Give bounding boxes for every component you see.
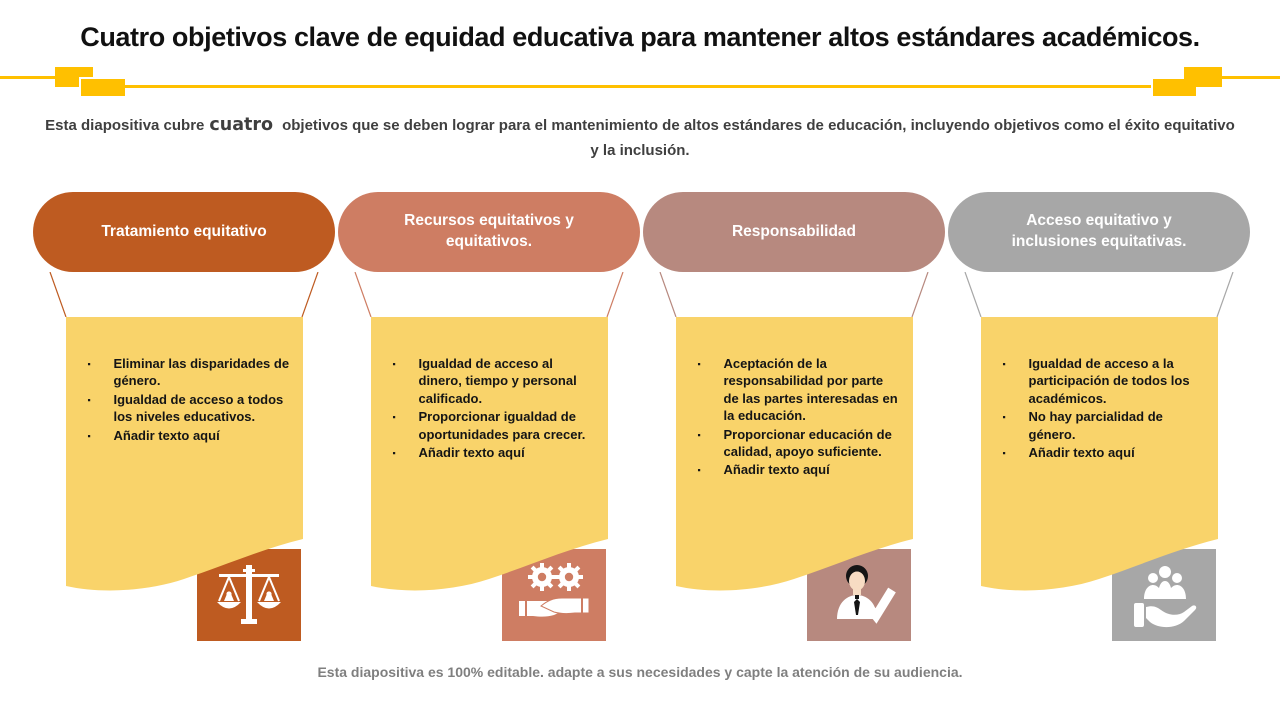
divider-ornament-left-front: [79, 77, 127, 98]
card-body: ▪ Igualdad de acceso a la participación d…: [980, 317, 1218, 539]
card-body: ▪ Igualdad de acceso al dinero, tiempo y …: [370, 317, 608, 539]
column-acceso-equitativo: Acceso equitativo y inclusiones equitati…: [948, 192, 1250, 641]
bullet-square-icon: ▪: [697, 359, 701, 369]
person-checkmark-icon: [836, 565, 896, 624]
divider-line-main: [125, 85, 1153, 88]
icon-tile: [806, 549, 911, 641]
subtitle-text-part2: objetivos que se deben lograr para el ma…: [282, 117, 1235, 160]
column-responsabilidad: Responsabilidad ▪ Aceptación de la respon…: [643, 192, 945, 641]
bullet-text: Añadir texto aquí: [418, 445, 525, 461]
bullet-text: Igualdad de acceso a todos los niveles e…: [113, 391, 284, 425]
bullet-item: ▪ Proporcionar educación de calidad, apoy…: [696, 426, 901, 461]
column-header-pill: Recursos equitativos y equitativos.: [338, 192, 640, 272]
column-tratamiento-equitativo: Tratamiento equitativo ▪ Eliminar las dis…: [33, 192, 335, 641]
bullet-square-icon: ▪: [697, 429, 701, 440]
bullet-square-icon: ▪: [1002, 448, 1006, 459]
bullet-item: ▪ Añadir texto aquí: [391, 444, 596, 462]
bullet-text: Añadir texto aquí: [723, 462, 830, 478]
bullet-item: ▪ Igualdad de acceso al dinero, tiempo y …: [391, 355, 596, 407]
bullet-item: ▪ Igualdad de acceso a todos los niveles …: [86, 391, 291, 426]
card-footer: [370, 539, 608, 641]
bullet-item: ▪ No hay parcialidad de género.: [1001, 408, 1206, 443]
subtitle-text-part1: Esta diapositiva cubre: [45, 117, 205, 134]
bullet-text: Igualdad de acceso a la participación de…: [1028, 356, 1190, 406]
column-header-label: Tratamiento equitativo: [101, 222, 267, 240]
icon-tile: [501, 549, 606, 641]
bullet-item: ▪ Aceptación de la responsabilidad por pa…: [696, 355, 901, 425]
content-card: ▪ Igualdad de acceso a la participación d…: [980, 317, 1218, 641]
column-header-label: Recursos equitativos y equitativos.: [404, 212, 574, 250]
bullet-text: Proporcionar igualdad de oportunidades p…: [418, 409, 586, 442]
divider-line-left: [0, 76, 62, 79]
bullet-item: ▪ Igualdad de acceso a la participación d…: [1001, 355, 1206, 407]
bullet-item: ▪ Añadir texto aquí: [86, 427, 291, 445]
connector-lines: [964, 272, 1234, 317]
bullet-list: ▪ Igualdad de acceso al dinero, tiempo y …: [391, 355, 596, 462]
title-divider: [0, 60, 1280, 102]
bullet-square-icon: ▪: [1002, 412, 1006, 423]
column-header-label: Acceso equitativo y inclusiones equitati…: [1011, 212, 1187, 250]
subtitle-highlight: cuatro: [209, 115, 274, 135]
column-header-label: Responsabilidad: [731, 222, 857, 240]
bullet-square-icon: ▪: [87, 394, 91, 405]
content-card: ▪ Eliminar las disparidades de género. ▪ I…: [65, 317, 303, 641]
card-body: ▪ Eliminar las disparidades de género. ▪ I…: [65, 317, 303, 539]
bullet-square-icon: ▪: [392, 448, 396, 459]
bullet-text: Aceptación de la responsabilidad por par…: [723, 356, 898, 424]
content-card: ▪ Igualdad de acceso al dinero, tiempo y …: [370, 317, 608, 641]
column-header-pill: Acceso equitativo y inclusiones equitati…: [948, 192, 1250, 272]
column-recursos-equitativos: Recursos equitativos y equitativos. ▪ Igu…: [338, 192, 640, 641]
justice-scales-icon: [216, 565, 281, 624]
bullet-list: ▪ Eliminar las disparidades de género. ▪ I…: [86, 355, 291, 445]
divider-line-right: [1218, 76, 1280, 79]
bullet-square-icon: ▪: [392, 412, 396, 423]
card-footer: [65, 539, 303, 641]
bullet-square-icon: ▪: [697, 465, 701, 476]
bullet-text: No hay parcialidad de género.: [1028, 409, 1163, 442]
bullet-item: ▪ Añadir texto aquí: [1001, 444, 1206, 462]
card-footer: [675, 539, 913, 641]
bullet-list: ▪ Aceptación de la responsabilidad por pa…: [696, 355, 901, 479]
connector-lines: [49, 272, 319, 317]
slide-footer-note: Esta diapositiva es 100% editable. adapt…: [317, 664, 963, 680]
bullet-square-icon: ▪: [392, 359, 396, 369]
column-header-pill: Tratamiento equitativo: [33, 192, 335, 272]
card-body: ▪ Aceptación de la responsabilidad por pa…: [675, 317, 913, 539]
divider-ornament-right-back: [1184, 67, 1222, 87]
icon-tile: [196, 549, 301, 641]
icon-tile: [1111, 549, 1216, 641]
slide-subtitle: Esta diapositiva cubre cuatro objetivos qu…: [40, 112, 1240, 162]
hand-people-icon: [1133, 566, 1196, 628]
card-footer: [980, 539, 1218, 641]
content-card: ▪ Aceptación de la responsabilidad por pa…: [675, 317, 913, 641]
bullet-item: ▪ Añadir texto aquí: [696, 461, 901, 479]
bullet-square-icon: ▪: [87, 430, 91, 441]
column-header-pill: Responsabilidad: [643, 192, 945, 272]
bullet-text: Añadir texto aquí: [113, 427, 220, 443]
bullet-text: Igualdad de acceso al dinero, tiempo y p…: [418, 356, 577, 406]
bullet-text: Proporcionar educación de calidad, apoyo…: [723, 426, 892, 460]
bullet-square-icon: ▪: [1002, 359, 1006, 369]
bullet-text: Eliminar las disparidades de género.: [113, 356, 290, 389]
gears-hands-icon: [518, 563, 589, 617]
bullet-item: ▪ Proporcionar igualdad de oportunidades …: [391, 408, 596, 443]
columns-row: Tratamiento equitativo ▪ Eliminar las dis…: [33, 192, 1250, 641]
connector-lines: [659, 272, 929, 317]
bullet-square-icon: ▪: [87, 359, 91, 369]
bullet-item: ▪ Eliminar las disparidades de género.: [86, 355, 291, 390]
bullet-list: ▪ Igualdad de acceso a la participación d…: [1001, 355, 1206, 462]
slide-title: Cuatro objetivos clave de equidad educat…: [80, 22, 1200, 52]
connector-lines: [354, 272, 624, 317]
bullet-text: Añadir texto aquí: [1028, 445, 1135, 461]
